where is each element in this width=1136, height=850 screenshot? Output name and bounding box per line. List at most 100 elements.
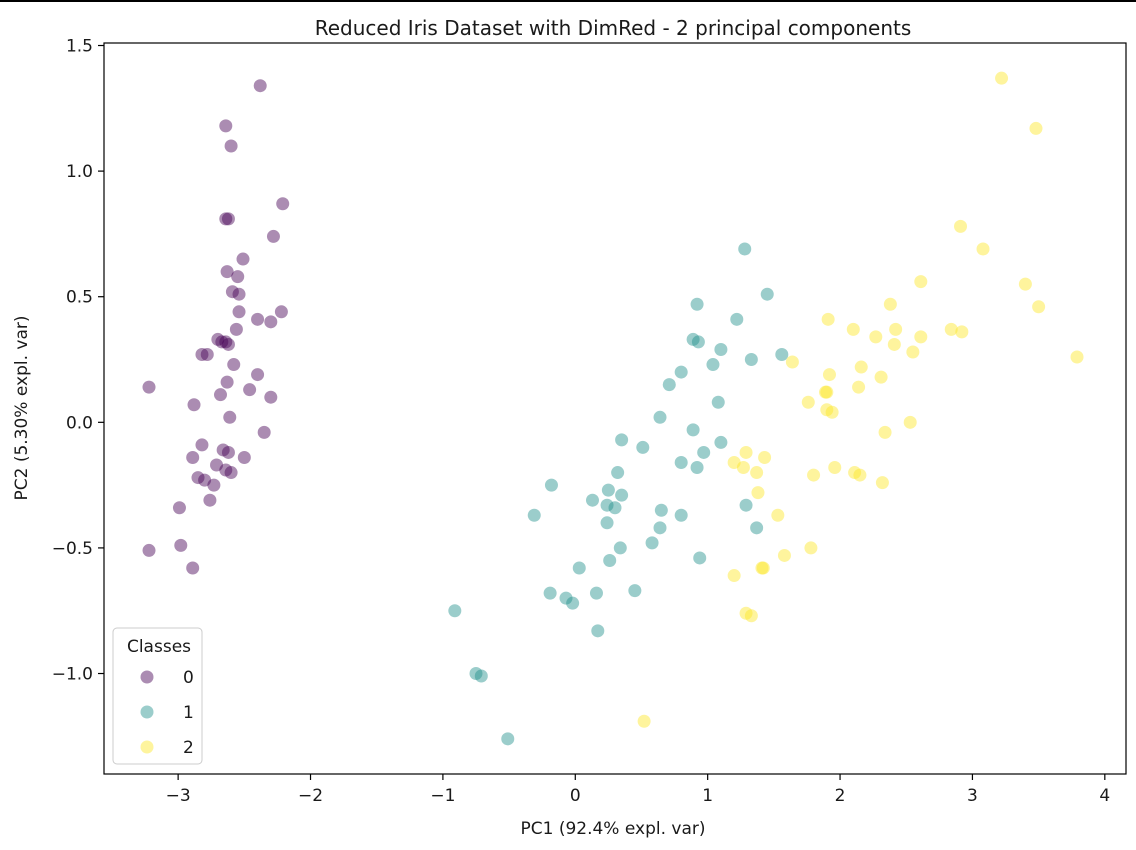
data-point-class-0 bbox=[232, 305, 246, 319]
x-axis: −3 −2 −1 0 1 2 3 4 bbox=[166, 774, 1110, 806]
data-point-class-2 bbox=[854, 360, 868, 374]
data-point-class-0 bbox=[220, 265, 234, 279]
data-point-class-1 bbox=[559, 591, 573, 605]
data-point-class-1 bbox=[527, 508, 541, 522]
data-point-class-2 bbox=[875, 476, 889, 490]
plot-area bbox=[103, 42, 1127, 775]
data-point-class-0 bbox=[229, 322, 243, 336]
data-point-class-0 bbox=[174, 538, 188, 552]
data-point-class-1 bbox=[690, 297, 704, 311]
legend-marker-class-1 bbox=[140, 705, 154, 719]
data-point-class-1 bbox=[603, 553, 617, 567]
data-point-class-2 bbox=[818, 385, 832, 399]
data-point-class-1 bbox=[697, 445, 711, 459]
data-point-class-2 bbox=[955, 325, 969, 339]
data-point-class-2 bbox=[744, 609, 758, 623]
chart-title: Reduced Iris Dataset with DimRed - 2 pri… bbox=[315, 16, 912, 40]
data-point-class-1 bbox=[760, 287, 774, 301]
data-point-class-2 bbox=[914, 330, 928, 344]
data-point-class-0 bbox=[257, 425, 271, 439]
data-point-class-1 bbox=[591, 624, 605, 638]
data-point-class-0 bbox=[213, 388, 227, 402]
data-point-class-0 bbox=[225, 285, 239, 299]
data-point-class-1 bbox=[585, 493, 599, 507]
data-point-class-2 bbox=[869, 330, 883, 344]
data-point-class-0 bbox=[207, 478, 221, 492]
legend-box bbox=[112, 627, 203, 765]
data-point-class-0 bbox=[251, 312, 265, 326]
data-point-class-1 bbox=[613, 541, 627, 555]
data-point-class-2 bbox=[756, 561, 770, 575]
data-point-class-2 bbox=[976, 242, 990, 256]
data-point-class-1 bbox=[714, 342, 728, 356]
data-point-class-0 bbox=[221, 445, 235, 459]
data-point-class-0 bbox=[172, 501, 186, 515]
data-point-class-2 bbox=[727, 569, 741, 583]
data-point-class-1 bbox=[744, 353, 758, 367]
data-point-class-0 bbox=[264, 315, 278, 329]
data-point-class-0 bbox=[251, 368, 265, 382]
data-point-class-1 bbox=[674, 365, 688, 379]
data-point-class-1 bbox=[653, 410, 667, 424]
data-point-class-1 bbox=[448, 604, 462, 618]
data-point-class-1 bbox=[686, 332, 700, 346]
data-point-class-2 bbox=[755, 561, 769, 575]
data-point-class-0 bbox=[142, 380, 156, 394]
data-point-class-0 bbox=[186, 450, 200, 464]
x-tick-label: −1 bbox=[430, 786, 455, 806]
data-point-class-2 bbox=[771, 508, 785, 522]
data-points bbox=[142, 71, 1084, 746]
y-tick-label: 1.0 bbox=[66, 162, 93, 182]
data-point-class-2 bbox=[883, 297, 897, 311]
legend-label-class-2: 2 bbox=[183, 738, 194, 758]
data-point-class-2 bbox=[852, 380, 866, 394]
data-point-class-0 bbox=[223, 410, 237, 424]
data-point-class-0 bbox=[220, 375, 234, 389]
data-point-class-2 bbox=[853, 468, 867, 482]
data-point-class-2 bbox=[751, 486, 765, 500]
data-point-class-2 bbox=[1029, 121, 1043, 135]
data-point-class-1 bbox=[706, 358, 720, 372]
data-point-class-2 bbox=[739, 606, 753, 620]
data-point-class-0 bbox=[224, 466, 238, 480]
data-point-class-1 bbox=[544, 478, 558, 492]
data-point-class-2 bbox=[874, 370, 888, 384]
data-point-class-2 bbox=[1032, 300, 1046, 314]
data-point-class-1 bbox=[714, 435, 728, 449]
x-tick-label: 3 bbox=[967, 786, 978, 806]
y-tick-label: 0.5 bbox=[66, 288, 93, 308]
y-tick-label: 1.5 bbox=[66, 37, 93, 57]
data-point-class-2 bbox=[995, 71, 1009, 85]
data-point-class-2 bbox=[825, 405, 839, 419]
data-point-class-1 bbox=[645, 536, 659, 550]
data-point-class-0 bbox=[237, 450, 251, 464]
data-point-class-1 bbox=[600, 516, 614, 530]
data-point-class-2 bbox=[954, 219, 968, 233]
data-point-class-2 bbox=[822, 368, 836, 382]
data-point-class-1 bbox=[686, 423, 700, 437]
data-point-class-2 bbox=[820, 403, 834, 417]
data-point-class-2 bbox=[739, 445, 753, 459]
data-point-class-1 bbox=[738, 242, 752, 256]
y-tick-label: −0.5 bbox=[52, 539, 93, 559]
data-point-class-1 bbox=[601, 483, 615, 497]
data-point-class-1 bbox=[654, 503, 668, 517]
data-point-class-2 bbox=[914, 275, 928, 289]
data-point-class-0 bbox=[232, 287, 246, 301]
data-point-class-0 bbox=[195, 438, 209, 452]
data-point-class-0 bbox=[203, 493, 217, 507]
x-tick-label: 1 bbox=[702, 786, 713, 806]
y-tick-label: −1.0 bbox=[52, 665, 93, 685]
data-point-class-0 bbox=[274, 305, 288, 319]
data-point-class-1 bbox=[674, 456, 688, 470]
data-point-class-0 bbox=[215, 335, 229, 349]
data-point-class-1 bbox=[750, 521, 764, 535]
legend-items: 0 1 2 bbox=[140, 668, 194, 758]
data-point-class-1 bbox=[775, 347, 789, 361]
x-tick-label: −3 bbox=[166, 786, 191, 806]
data-point-class-0 bbox=[187, 398, 201, 412]
data-point-class-2 bbox=[1070, 350, 1084, 364]
x-tick-label: 4 bbox=[1099, 786, 1110, 806]
x-tick-label: 0 bbox=[570, 786, 581, 806]
